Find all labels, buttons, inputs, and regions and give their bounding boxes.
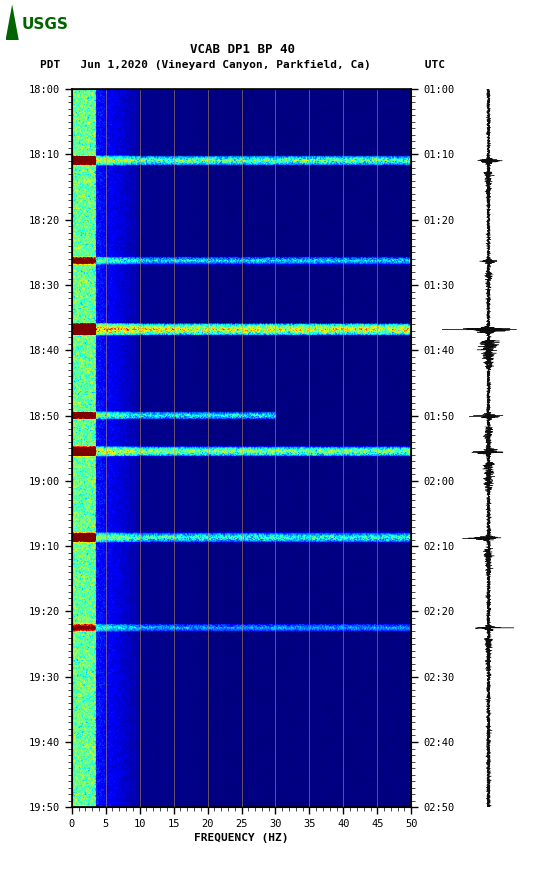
Text: USGS: USGS xyxy=(22,17,69,31)
Text: PDT   Jun 1,2020 (Vineyard Canyon, Parkfield, Ca)        UTC: PDT Jun 1,2020 (Vineyard Canyon, Parkfie… xyxy=(40,60,445,70)
Text: VCAB DP1 BP 40: VCAB DP1 BP 40 xyxy=(190,43,295,55)
Polygon shape xyxy=(6,4,19,40)
X-axis label: FREQUENCY (HZ): FREQUENCY (HZ) xyxy=(194,833,289,843)
